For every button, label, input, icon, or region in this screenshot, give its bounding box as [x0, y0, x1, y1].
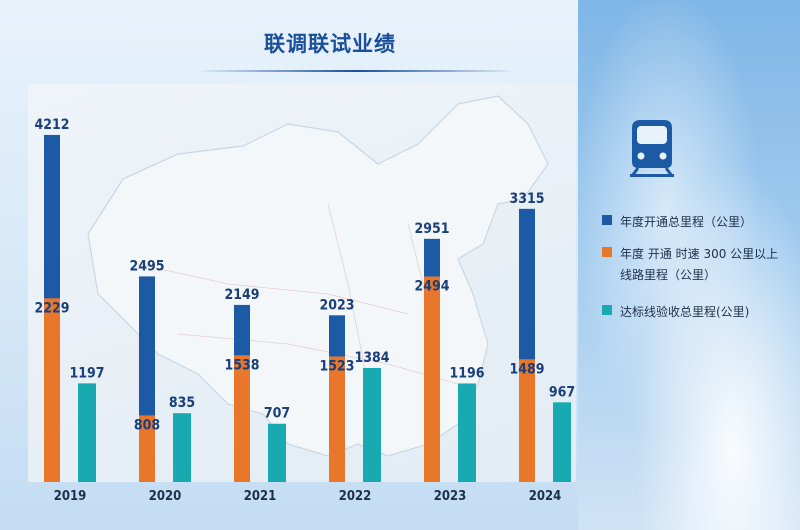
value-label-total-2019: 4212: [34, 117, 69, 133]
title-underline: [196, 70, 516, 72]
value-label-300kmh-2019: 2229: [34, 300, 69, 316]
legend-swatch-accepted: [602, 305, 612, 315]
value-label-300kmh-2022: 1523: [319, 359, 354, 375]
legend-swatch-total: [602, 215, 612, 225]
x-axis-labels-group: 2019 2020 2021 2022 2023 2024: [54, 489, 562, 504]
bar-accepted-2024: [553, 402, 571, 482]
bar-accepted-2021: [268, 423, 286, 482]
x-tick-label-2021: 2021: [244, 489, 277, 504]
value-labels-group: 4212 2229 1197 2495 808 835 2149 1538 707 2023 152…: [34, 117, 575, 433]
value-label-total-2021: 2149: [224, 287, 259, 303]
train-front-icon: [626, 118, 678, 184]
legend-label-300kmh: 年度 开通 时速 300 公里以上线路里程（公里）: [620, 247, 779, 282]
value-label-300kmh-2021: 1538: [224, 357, 259, 373]
value-label-300kmh-2020: 808: [134, 417, 160, 433]
value-label-total-2022: 2023: [319, 297, 354, 313]
x-tick-label-2024: 2024: [529, 489, 562, 504]
bar-accepted-2019: [78, 383, 96, 482]
bar-300kmh-2019: [44, 298, 60, 482]
value-label-accepted-2023: 1196: [449, 365, 484, 381]
value-label-accepted-2024: 967: [549, 384, 575, 400]
bar-300kmh-2020: [139, 415, 155, 482]
value-label-300kmh-2024: 1489: [509, 361, 544, 377]
x-tick-label-2022: 2022: [339, 489, 372, 504]
value-label-300kmh-2023: 2494: [414, 278, 449, 294]
bar-300kmh-2021: [234, 355, 250, 482]
x-tick-label-2019: 2019: [54, 489, 87, 504]
value-label-total-2024: 3315: [509, 191, 544, 207]
bars-group: [44, 134, 571, 482]
legend-label-accepted: 达标线验收总里程(公里): [620, 305, 750, 319]
bar-accepted-2022: [363, 367, 381, 482]
bar-accepted-2020: [173, 413, 191, 482]
value-label-total-2023: 2951: [414, 221, 449, 237]
sky-background: [578, 0, 800, 530]
bar-300kmh-2023: [424, 276, 440, 482]
x-tick-label-2023: 2023: [434, 489, 467, 504]
legend-label-total: 年度开通总里程（公里）: [620, 215, 753, 229]
x-tick-label-2020: 2020: [149, 489, 182, 504]
bar-300kmh-2024: [519, 359, 535, 482]
value-label-total-2020: 2495: [129, 258, 164, 274]
value-label-accepted-2022: 1384: [354, 350, 389, 366]
chart-title: 联调联试业绩: [264, 32, 396, 56]
bar-accepted-2023: [458, 383, 476, 482]
value-label-accepted-2020: 835: [169, 395, 195, 411]
value-label-accepted-2019: 1197: [69, 365, 104, 381]
bar-300kmh-2022: [329, 356, 345, 482]
value-label-accepted-2021: 707: [264, 406, 290, 422]
legend-swatch-300kmh: [602, 247, 612, 257]
